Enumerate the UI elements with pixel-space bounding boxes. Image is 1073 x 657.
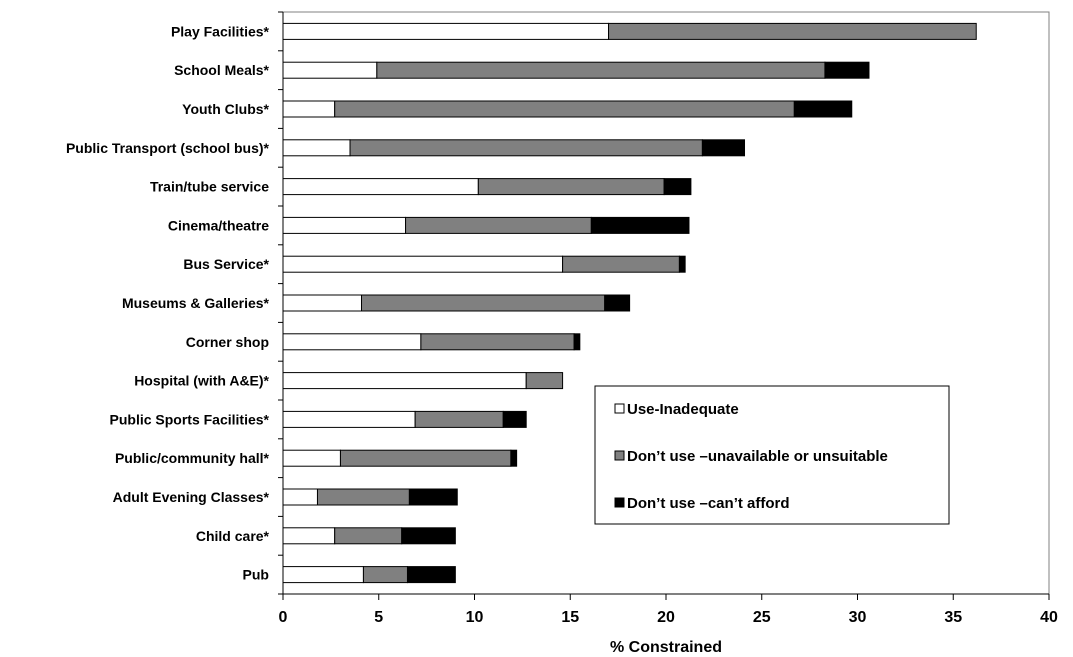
- x-tick-label: 20: [657, 609, 675, 626]
- bar-segment-series-3: [701, 139, 746, 157]
- legend-label: Don’t use –can’t afford: [627, 495, 790, 512]
- x-tick-label: 30: [849, 609, 867, 626]
- bar-segment-series-1: [282, 566, 364, 584]
- category-label: Museums & Galleries*: [122, 295, 270, 311]
- category-label: Child care*: [196, 528, 270, 544]
- bar-segment-series-3: [573, 333, 581, 351]
- x-tick-label: 35: [944, 609, 962, 626]
- bar-segment-series-1: [282, 139, 351, 157]
- category-label: Adult Evening Classes*: [113, 489, 270, 505]
- bar-segment-series-2: [316, 488, 410, 506]
- category-label: Pub: [243, 567, 269, 583]
- bar-segment-series-2: [405, 216, 592, 234]
- x-tick-label: 5: [374, 609, 383, 626]
- bar-segment-series-3: [590, 216, 690, 234]
- category-label: Youth Clubs*: [182, 101, 269, 117]
- bar-segment-series-2: [362, 566, 408, 584]
- category-label: Public/community hall*: [115, 450, 270, 466]
- x-tick-label: 25: [753, 609, 771, 626]
- bar-segment-series-3: [502, 410, 527, 428]
- bar-segment-series-1: [282, 61, 378, 79]
- bar-segment-series-3: [793, 100, 853, 118]
- category-label: School Meals*: [174, 62, 269, 78]
- bar-segment-series-2: [608, 22, 977, 40]
- category-label: Train/tube service: [150, 179, 269, 195]
- legend-box: [594, 385, 950, 525]
- bar-segment-series-2: [525, 372, 564, 390]
- bar-segment-series-3: [604, 294, 631, 312]
- bar-segment-series-1: [282, 333, 422, 351]
- bar-segment-series-2: [477, 178, 665, 196]
- bar-segment-series-2: [376, 61, 826, 79]
- legend-swatch: [614, 497, 625, 508]
- bar-segment-series-3: [510, 449, 518, 467]
- bar-segment-series-1: [282, 410, 416, 428]
- bar-segment-series-1: [282, 255, 564, 273]
- bar-segment-series-3: [408, 488, 458, 506]
- legend-label: Use-Inadequate: [627, 401, 739, 418]
- bar-segment-series-2: [349, 139, 703, 157]
- category-label: Bus Service*: [183, 256, 269, 272]
- bar-segment-series-3: [663, 178, 692, 196]
- bar-segment-series-1: [282, 216, 407, 234]
- bar-segment-series-1: [282, 22, 610, 40]
- bar-segment-series-2: [562, 255, 680, 273]
- bar-segment-series-3: [401, 527, 456, 545]
- bar-segment-series-1: [282, 527, 336, 545]
- category-label: Hospital (with A&E)*: [134, 373, 269, 389]
- bar-segment-series-1: [282, 488, 318, 506]
- legend-swatch: [614, 403, 625, 414]
- bar-segment-series-1: [282, 449, 341, 467]
- bar-segment-series-2: [334, 527, 403, 545]
- bar-segment-series-1: [282, 294, 363, 312]
- bar-segment-series-2: [339, 449, 512, 467]
- bar-segment-series-1: [282, 100, 336, 118]
- x-tick-label: 10: [466, 609, 484, 626]
- bars-layer: [282, 22, 977, 584]
- bar-segment-series-2: [334, 100, 795, 118]
- legend-swatch: [614, 450, 625, 461]
- legend: Use-Inadequate Don’t use –unavailable or …: [594, 385, 950, 525]
- category-label: Public Sports Facilities*: [110, 411, 270, 427]
- x-axis-title: % Constrained: [610, 639, 722, 656]
- bar-segment-series-2: [414, 410, 504, 428]
- category-label: Corner shop: [186, 334, 269, 350]
- bar-segment-series-3: [824, 61, 870, 79]
- bar-segment-series-3: [678, 255, 686, 273]
- x-tick-label: 0: [279, 609, 288, 626]
- bar-segment-series-3: [406, 566, 456, 584]
- bar-segment-series-1: [282, 372, 527, 390]
- category-label: Play Facilities*: [171, 23, 270, 39]
- legend-label: Don’t use –unavailable or unsuitable: [627, 448, 888, 465]
- category-label: Public Transport (school bus)*: [66, 140, 270, 156]
- bar-segment-series-1: [282, 178, 479, 196]
- bar-segment-series-2: [361, 294, 606, 312]
- category-labels: Play Facilities* School Meals* Youth Clubs…: [66, 23, 270, 582]
- category-label: Cinema/theatre: [168, 217, 269, 233]
- x-tick-label: 15: [561, 609, 579, 626]
- x-axis: 0 5 10 15 20 25 30 35 40: [279, 594, 1058, 626]
- x-tick-label: 40: [1040, 609, 1058, 626]
- bar-segment-series-2: [420, 333, 575, 351]
